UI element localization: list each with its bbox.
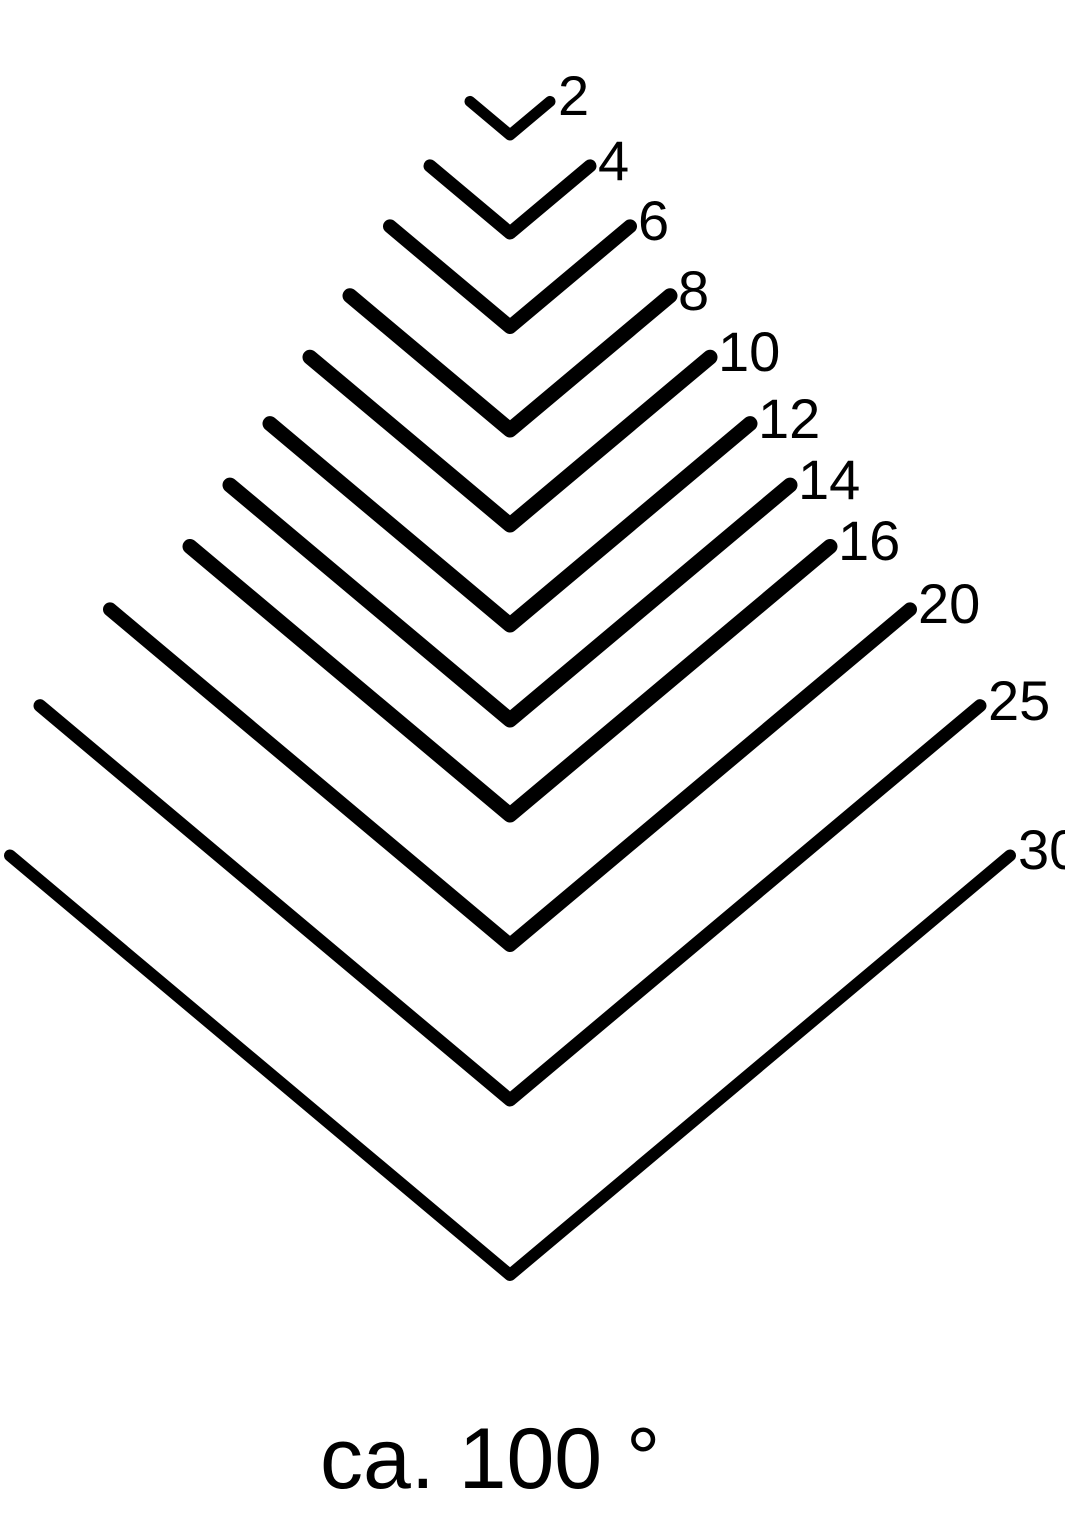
- size-label-25: 25: [988, 668, 1050, 733]
- size-label-10: 10: [718, 319, 780, 384]
- size-label-30: 30: [1018, 817, 1065, 882]
- size-label-16: 16: [838, 508, 900, 573]
- v-shape-size-20: [110, 609, 910, 945]
- v-shape-size-2: [470, 101, 550, 135]
- size-label-6: 6: [638, 188, 669, 253]
- angle-caption: ca. 100 °: [320, 1410, 660, 1509]
- size-label-12: 12: [758, 386, 820, 451]
- v-shape-size-25: [40, 706, 980, 1100]
- v-shape-size-8: [350, 296, 670, 430]
- size-label-14: 14: [798, 447, 860, 512]
- size-label-4: 4: [598, 128, 629, 193]
- v-shape-size-30: [10, 856, 1010, 1276]
- size-label-2: 2: [558, 63, 589, 128]
- v-shape-size-4: [430, 166, 590, 233]
- v-shape-size-6: [390, 226, 630, 327]
- size-label-8: 8: [678, 258, 709, 323]
- size-label-20: 20: [918, 571, 980, 636]
- v-shape-size-16: [190, 547, 830, 815]
- angle-diagram: [0, 0, 1065, 1513]
